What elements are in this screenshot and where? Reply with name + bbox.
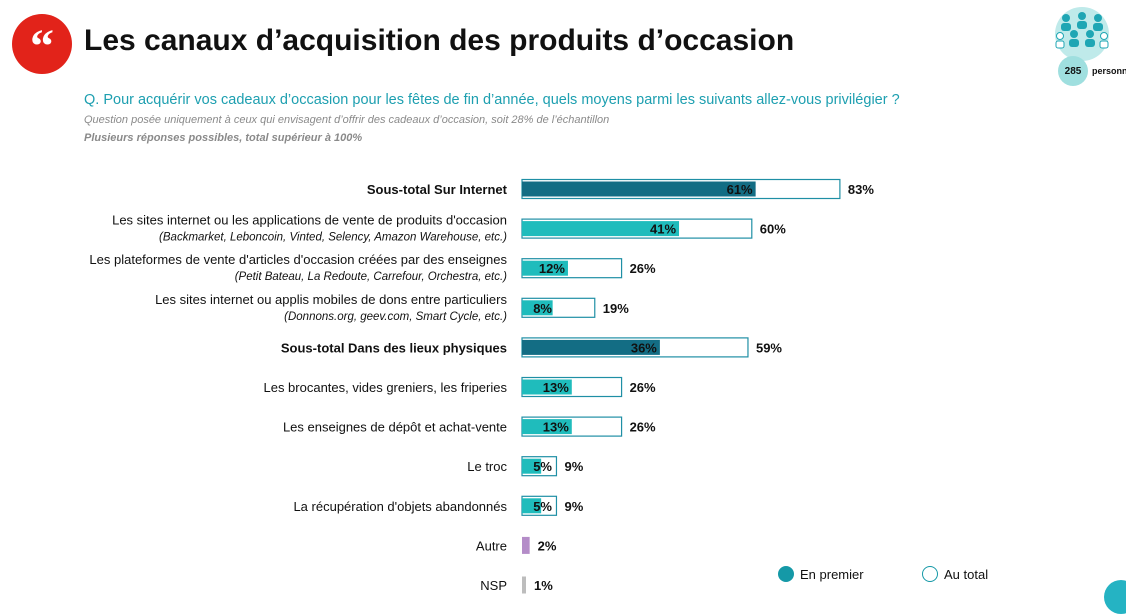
bar-first: [522, 300, 553, 316]
value-label-total: 26%: [630, 380, 656, 395]
bar-total: [522, 576, 526, 594]
multiple-answers-note: Plusieurs réponses possibles, total supé…: [84, 132, 363, 144]
value-label-first: 13%: [543, 420, 569, 435]
category-label: Sous-total Dans des lieux physiques: [281, 340, 507, 355]
page-title: Les canaux d’acquisition des produits d’…: [84, 24, 795, 57]
question-text: Q. Pour acquérir vos cadeaux d’occasion …: [84, 92, 900, 108]
legend-item-au-total: Au total: [922, 566, 988, 582]
category-label: NSP: [480, 578, 507, 593]
corner-decoration: [1104, 580, 1126, 614]
category-label: Sous-total Sur Internet: [367, 182, 508, 197]
svg-text:“: “: [30, 28, 54, 60]
category-sublabel: (Donnons.org, geev.com, Smart Cycle, etc…: [284, 311, 507, 323]
value-label-total: 19%: [603, 301, 629, 316]
value-label-total: 26%: [630, 420, 656, 435]
value-label-first: 5%: [533, 499, 552, 514]
value-label-first: 61%: [727, 182, 753, 197]
value-label-total: 83%: [848, 182, 874, 197]
bar-chart: Sous-total Sur Internet 61% 83% Les sites i…: [89, 178, 874, 594]
filled-circle-icon: [778, 566, 794, 582]
sample-label: personnes: [1092, 66, 1126, 76]
value-label-first: 12%: [539, 261, 565, 276]
category-label: Les plateformes de vente d'articles d'oc…: [89, 252, 507, 267]
legend-label-au-total: Au total: [944, 566, 989, 582]
bar-first: [522, 181, 756, 197]
category-label: Les sites internet ou applis mobiles de …: [155, 292, 507, 307]
sample-size-badge: 285 personnes: [1018, 6, 1126, 86]
question-note: Question posée uniquement à ceux qui env…: [84, 114, 610, 126]
value-label-total: 26%: [630, 261, 656, 276]
value-label-total: 2%: [538, 538, 557, 553]
value-label-total: 1%: [534, 578, 553, 593]
bar-first: [522, 379, 572, 395]
category-label: La récupération d'objets abandonnés: [293, 499, 507, 514]
value-label-first: 5%: [533, 459, 552, 474]
category-label: Les brocantes, vides greniers, les fripe…: [263, 380, 507, 395]
category-label: Autre: [476, 538, 507, 553]
bar-first: [522, 260, 568, 276]
legend-item-en-premier: En premier: [778, 566, 864, 582]
value-label-total: 59%: [756, 340, 782, 355]
bar-first: [522, 458, 542, 474]
category-sublabel: (Backmarket, Leboncoin, Vinted, Selency,…: [159, 232, 507, 244]
value-label-total: 9%: [564, 459, 583, 474]
value-label-total: 9%: [564, 499, 583, 514]
quote-icon: “: [12, 14, 72, 74]
people-group-icon: [1055, 7, 1109, 61]
legend-label-en-premier: En premier: [800, 566, 864, 582]
category-label: Les enseignes de dépôt et achat-vente: [283, 420, 507, 435]
bar-first: [522, 339, 660, 355]
sample-count: 285: [1058, 56, 1088, 86]
bar-total: [522, 536, 530, 554]
value-label-total: 60%: [760, 222, 786, 237]
value-label-first: 13%: [543, 380, 569, 395]
value-label-first: 8%: [533, 301, 552, 316]
outline-circle-icon: [922, 566, 938, 582]
category-sublabel: (Petit Bateau, La Redoute, Carrefour, Or…: [235, 271, 507, 283]
value-label-first: 41%: [650, 222, 676, 237]
category-label: Les sites internet ou les applications d…: [112, 213, 507, 228]
bar-first: [522, 498, 542, 514]
bar-first: [522, 419, 572, 435]
bar-first: [522, 221, 680, 237]
value-label-first: 36%: [631, 340, 657, 355]
category-label: Le troc: [467, 459, 507, 474]
